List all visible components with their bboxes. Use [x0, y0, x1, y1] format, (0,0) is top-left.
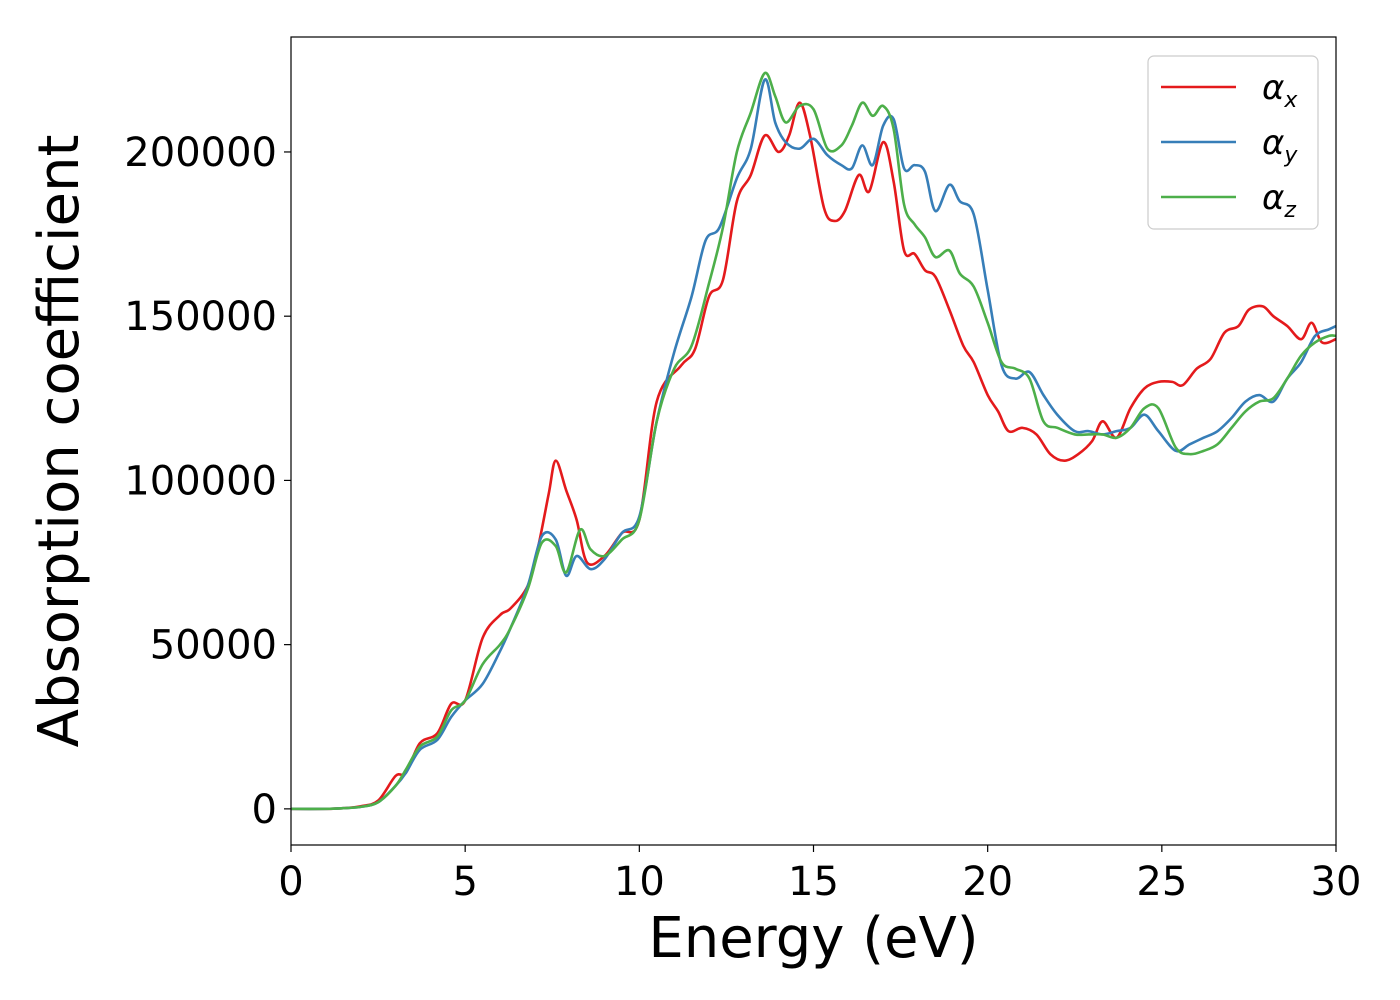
series-line-x [290, 101, 1337, 811]
x-axis: 0 5 10 15 20 25 30 [278, 845, 1361, 905]
y-axis-title: Absorption coefficient [27, 135, 92, 748]
y-tick-label: 50000 [150, 623, 277, 669]
y-axis: 0 50000 100000 150000 200000 [124, 130, 291, 833]
x-tick-label: 10 [614, 859, 665, 905]
x-tick-label: 20 [962, 859, 1013, 905]
y-tick-label: 200000 [124, 130, 277, 176]
series-line-z [290, 71, 1337, 811]
y-tick-label: 150000 [124, 294, 277, 340]
series-layer [290, 71, 1337, 811]
x-axis-title: Energy (eV) [648, 906, 978, 971]
x-tick-label: 30 [1311, 859, 1362, 905]
y-tick-label: 100000 [124, 458, 277, 504]
legend-label-z: αz [1262, 178, 1296, 223]
legend-label-y: αy [1262, 123, 1298, 168]
x-tick-label: 0 [278, 859, 303, 905]
x-tick-label: 5 [452, 859, 477, 905]
y-tick-label: 0 [252, 787, 277, 833]
series-line-y [290, 78, 1337, 811]
legend-label-x: αx [1262, 68, 1298, 113]
legend: αx αy αz [1147, 55, 1319, 230]
x-tick-label: 15 [788, 859, 839, 905]
x-tick-label: 25 [1136, 859, 1187, 905]
